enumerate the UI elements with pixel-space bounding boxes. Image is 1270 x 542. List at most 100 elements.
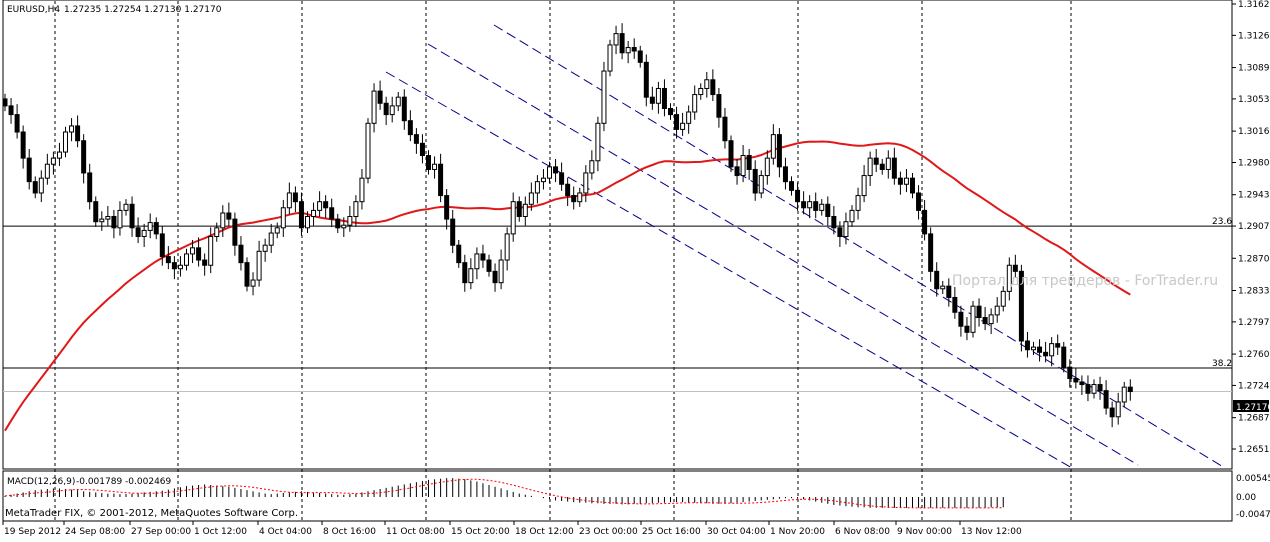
candle-body-110 [668, 108, 673, 116]
candle-body-140 [849, 209, 855, 223]
candle-body-89 [540, 177, 546, 183]
candle-body-71 [432, 163, 438, 170]
price-axis: 1.31620 1.31260 1.30890 1.30530 1.30160 1.298… [1232, 0, 1270, 455]
candle-body-28 [171, 262, 177, 270]
time-label-9: 23 Oct 00:00 [579, 527, 638, 537]
candle-body-81 [492, 270, 498, 284]
candle-body-132 [801, 201, 807, 209]
candle-body-175 [1061, 346, 1067, 368]
candle-body-167 [1012, 264, 1018, 272]
candle-body-14 [87, 172, 93, 203]
candle-body-172 [1043, 351, 1049, 357]
candle-body-21 [129, 203, 135, 229]
candle-body-64 [389, 105, 395, 116]
candle-body-10 [63, 131, 68, 153]
candle-body-84 [510, 201, 516, 235]
price-tick-label-6: 1.29430 [1238, 191, 1270, 201]
grid-layer [54, 1, 1072, 521]
candle-body-62 [377, 90, 383, 104]
candle-body-19 [117, 209, 123, 229]
candle-body-103 [625, 47, 631, 54]
time-label-3: 1 Oct 12:00 [194, 527, 247, 537]
candle-body-158 [958, 311, 964, 327]
candle-body-40 [244, 262, 250, 287]
candle-body-24 [147, 222, 153, 231]
time-label-1: 24 Sep 08:00 [65, 527, 125, 537]
candle-body-31 [190, 247, 196, 255]
candle-body-157 [952, 296, 958, 313]
candle-body-174 [1055, 343, 1061, 348]
macd-signal-line [4, 478, 1004, 509]
candle-body-173 [1049, 343, 1055, 357]
candle-body-67 [407, 120, 413, 136]
candle-body-139 [843, 221, 849, 238]
candle-body-43 [262, 244, 268, 252]
time-label-12: 1 Nov 20:00 [770, 527, 825, 537]
candle-body-178 [1079, 381, 1085, 386]
candle-body-85 [516, 201, 522, 217]
candle-body-177 [1073, 377, 1079, 383]
candle-body-49 [298, 201, 304, 229]
candle-body-8 [50, 157, 56, 165]
candle-body-180 [1091, 384, 1097, 394]
candle-body-129 [782, 166, 788, 183]
candle-body-51 [311, 209, 317, 217]
macd-values-label: -0.001789 -0.002469 [76, 477, 172, 487]
candle-body-107 [649, 96, 655, 104]
time-label-0: 19 Sep 2012 [4, 527, 61, 537]
candle-body-80 [486, 259, 492, 272]
candle-body-34 [208, 236, 214, 266]
watermark-text: Портал для трейдеров - ForTrader.ru [952, 273, 1218, 289]
fib-label-0: 23.6 [1212, 217, 1232, 227]
candle-body-127 [770, 134, 776, 159]
candle-body-4 [26, 157, 32, 183]
candle-body-116 [704, 79, 710, 89]
candle-body-9 [56, 151, 62, 159]
candle-body-65 [395, 96, 401, 107]
candle-body-181 [1097, 384, 1103, 392]
price-tick-label-8: 1.28700 [1238, 254, 1270, 264]
candle-body-114 [692, 94, 698, 113]
candle-body-36 [220, 212, 226, 229]
candle-body-161 [976, 305, 982, 319]
candle-body-160 [970, 305, 976, 333]
candle-body-137 [831, 215, 837, 229]
candle-body-130 [789, 181, 794, 191]
candle-body-5 [32, 181, 38, 194]
time-label-15: 13 Nov 12:00 [961, 527, 1022, 537]
candle-body-186 [1127, 386, 1133, 393]
candle-body-155 [940, 285, 946, 290]
candle-body-32 [196, 247, 202, 261]
candle-body-168 [1018, 270, 1024, 342]
candle-body-55 [335, 218, 341, 229]
price-tick-label-1: 1.31260 [1238, 31, 1270, 41]
candle-body-102 [619, 33, 625, 54]
macd-tick-bottom: -0.00472 [1236, 510, 1270, 520]
candle-body-29 [177, 264, 183, 270]
candle-body-125 [758, 175, 764, 194]
candle-body-134 [813, 201, 819, 211]
price-tick-label-4: 1.30160 [1238, 127, 1270, 137]
price-tick-label-5: 1.29800 [1238, 158, 1270, 168]
candle-body-41 [250, 279, 256, 287]
candle-body-37 [226, 212, 232, 220]
candle-body-1 [8, 105, 14, 116]
macd-panel [2, 470, 1233, 522]
candle-body-149 [903, 177, 909, 185]
candle-body-59 [359, 177, 365, 203]
candle-body-17 [105, 215, 111, 220]
candle-body-152 [922, 209, 928, 235]
candle-body-97 [589, 160, 595, 174]
candle-body-105 [637, 50, 643, 63]
candle-body-163 [988, 314, 994, 325]
time-axis: 19 Sep 2012 24 Sep 08:00 27 Sep 00:00 1 Oct… [2, 521, 1022, 537]
candle-body-39 [238, 244, 244, 264]
symbol-label: EURUSD,H4 [7, 5, 60, 15]
candle-body-143 [867, 157, 873, 177]
candle-body-133 [807, 201, 813, 209]
candle-body-122 [740, 155, 746, 177]
candle-body-46 [280, 207, 286, 229]
candle-body-164 [994, 305, 1000, 316]
candles [2, 23, 1133, 428]
candle-body-170 [1031, 346, 1036, 351]
